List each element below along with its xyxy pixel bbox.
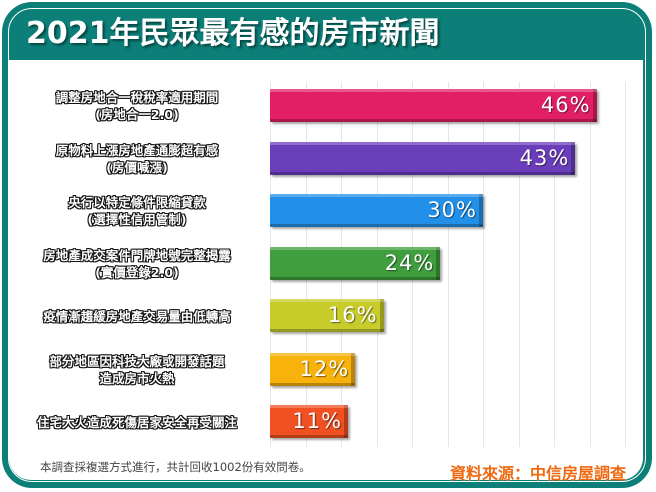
category-label-line2: (實價登錄2.0) bbox=[95, 265, 179, 280]
category-label-line2: (選擇性信用管制) bbox=[87, 212, 187, 227]
bar-value-label: 46% bbox=[540, 93, 591, 117]
bar: 30% bbox=[270, 194, 483, 227]
chart-panel-bottom bbox=[9, 440, 643, 480]
category-label-line1: 住宅大火造成死傷居家安全再受關注 bbox=[36, 414, 237, 430]
gridline bbox=[518, 82, 520, 447]
category-label-line1: 部分地區因科技大廠或開發話題 bbox=[49, 354, 225, 369]
bar-value-label: 43% bbox=[519, 146, 570, 170]
bar-value-label: 11% bbox=[292, 409, 343, 433]
bar-value-label: 30% bbox=[427, 198, 477, 222]
bar: 11% bbox=[270, 405, 349, 438]
gridline bbox=[447, 82, 449, 447]
bar-row: 住宅大火造成死傷居家安全再受關注 11% bbox=[0, 402, 656, 442]
category-label-line2: (房價喊漲) bbox=[106, 160, 168, 175]
gridline bbox=[554, 82, 555, 447]
gridline bbox=[483, 82, 484, 447]
bar-row: 房地產成交案件門牌地號完整揭露 (實價登錄2.0) 24% bbox=[0, 244, 656, 284]
category-label-line2: 造成房市火熱 bbox=[99, 371, 175, 386]
category-label: 疫情漸趨緩房地產交易量由低轉高 bbox=[12, 296, 262, 336]
category-label-line2: (房地合一2.0) bbox=[95, 107, 179, 122]
category-label: 部分地區因科技大廠或開發話題 造成房市火熱 bbox=[12, 350, 262, 390]
bar-row: 原物料上漲房地產通膨超有感 (房價喊漲) 43% bbox=[0, 139, 656, 179]
bar: 46% bbox=[270, 89, 597, 122]
bar-value-label: 24% bbox=[384, 251, 435, 275]
bar: 43% bbox=[270, 142, 576, 175]
category-label: 原物料上漲房地產通膨超有感 (房價喊漲) bbox=[12, 139, 262, 179]
gridline bbox=[589, 82, 591, 447]
category-label: 住宅大火造成死傷居家安全再受關注 bbox=[12, 402, 262, 442]
chart-title: 2021年民眾最有感的房市新聞 bbox=[26, 16, 440, 51]
bar: 24% bbox=[270, 247, 441, 280]
bar-row: 央行以特定條件限縮貸款 (選擇性信用管制) 30% bbox=[0, 191, 656, 231]
bar: 12% bbox=[270, 353, 356, 386]
frame-border-line bbox=[8, 8, 646, 482]
category-label-line1: 疫情漸趨緩房地產交易量由低轉高 bbox=[43, 308, 231, 324]
bar-row: 部分地區因科技大廠或開發話題 造成房市火熱 12% bbox=[0, 350, 656, 390]
footnote: 本調查採複選方式進行，共計回收1002份有效問卷。 bbox=[40, 460, 311, 474]
bar-value-label: 16% bbox=[327, 303, 378, 327]
category-label-line1: 調整房地合一稅稅率適用期間 bbox=[55, 90, 219, 105]
category-label: 房地產成交案件門牌地號完整揭露 (實價登錄2.0) bbox=[12, 244, 262, 284]
category-label-line1: 原物料上漲房地產通膨超有感 bbox=[55, 143, 219, 158]
data-source: 資料來源：中信房屋調查 bbox=[449, 464, 626, 483]
category-label: 調整房地合一稅稅率適用期間 (房地合一2.0) bbox=[12, 86, 262, 126]
bar-value-label: 12% bbox=[299, 357, 350, 381]
category-label-line1: 央行以特定條件限縮貸款 bbox=[68, 195, 206, 210]
bar-row: 調整房地合一稅稅率適用期間 (房地合一2.0) 46% bbox=[0, 86, 656, 126]
category-label-line1: 房地產成交案件門牌地號完整揭露 bbox=[43, 248, 231, 263]
bar-row: 疫情漸趨緩房地產交易量由低轉高 16% bbox=[0, 296, 656, 336]
gridline bbox=[625, 82, 626, 447]
category-label: 央行以特定條件限縮貸款 (選擇性信用管制) bbox=[12, 191, 262, 231]
bar: 16% bbox=[270, 299, 384, 332]
